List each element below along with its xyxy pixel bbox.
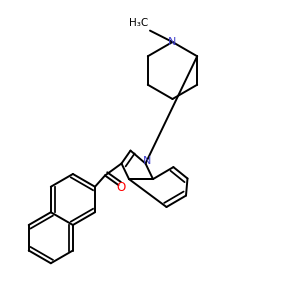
Text: N: N [168,37,177,47]
Text: O: O [116,181,125,194]
Text: N: N [143,156,151,166]
Text: H₃C: H₃C [129,18,148,28]
